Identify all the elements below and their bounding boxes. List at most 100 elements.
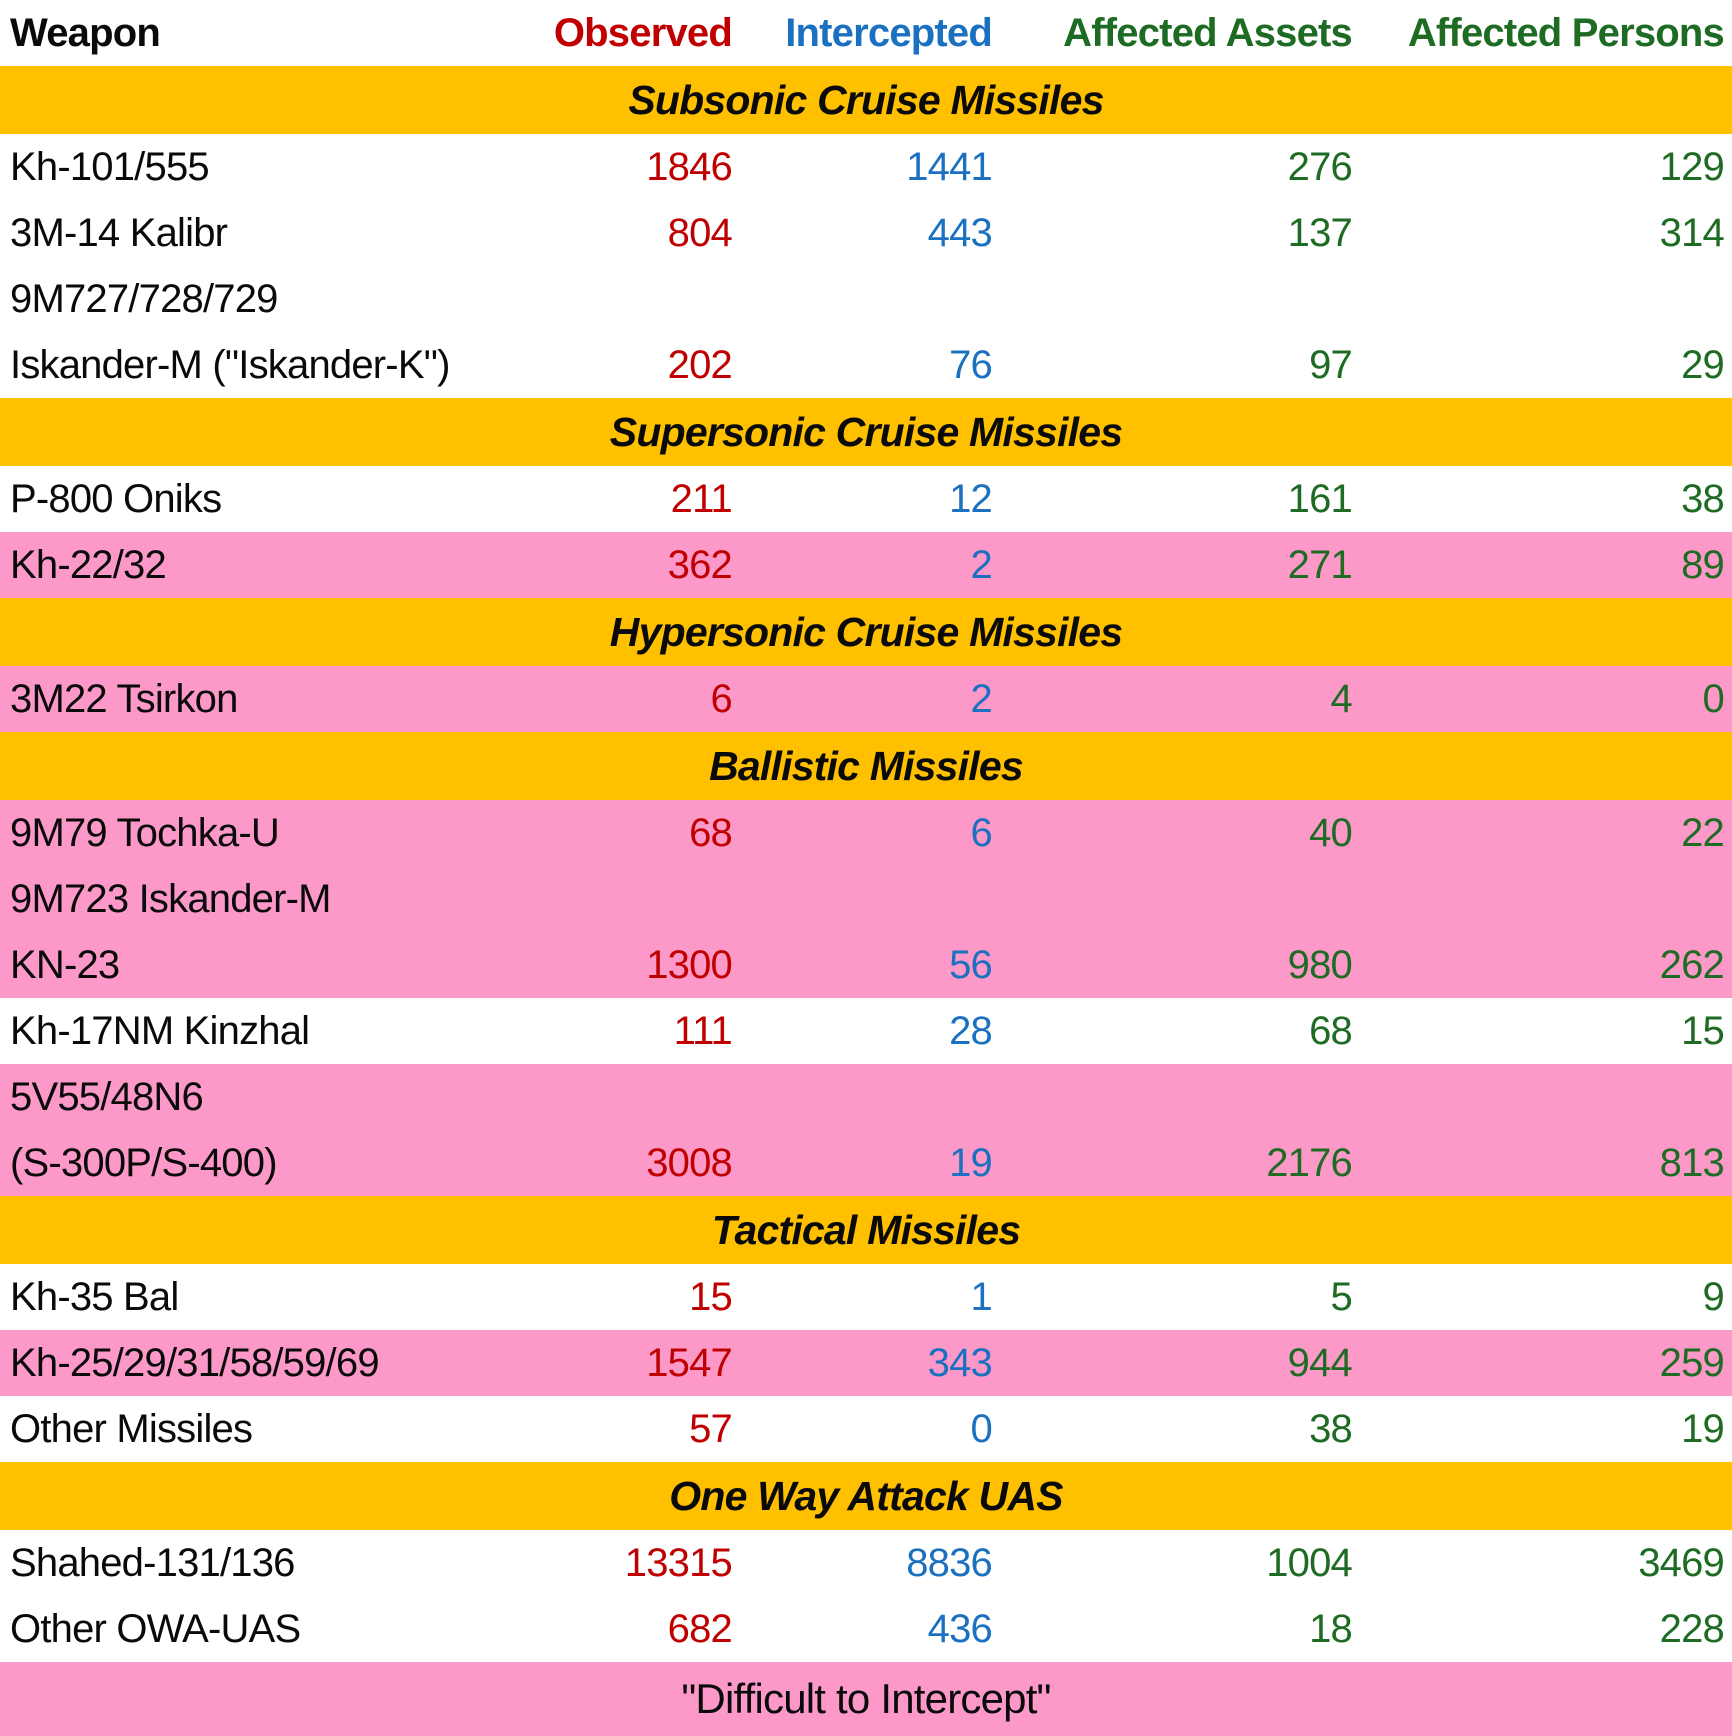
weapon-cell: Other OWA-UAS — [10, 1606, 301, 1651]
assets-cell: 5 — [1330, 1274, 1353, 1319]
weapon-cell: Kh-101/555 — [10, 144, 210, 189]
weapon-cell: 3M22 Tsirkon — [10, 676, 238, 721]
intercepted-cell: 436 — [927, 1606, 993, 1651]
weapon-cell: Other Missiles — [10, 1406, 253, 1451]
table-header-row: Weapon Observed Intercepted Affected Assets… — [0, 0, 1732, 66]
observed-cell — [500, 866, 740, 932]
assets-cell: 97 — [1309, 342, 1353, 387]
intercepted-cell: 28 — [949, 1008, 993, 1053]
table-row: (S-300P/S-400) 3008 19 2176 813 — [0, 1130, 1732, 1196]
table-row: Kh-101/555 1846 1441 276 129 — [0, 134, 1732, 200]
assets-cell: 1004 — [1266, 1540, 1353, 1585]
section-band: Subsonic Cruise Missiles — [0, 66, 1732, 134]
table-row: 3M-14 Kalibr 804 443 137 314 — [0, 200, 1732, 266]
table-row: KN-23 1300 56 980 262 — [0, 932, 1732, 998]
assets-cell — [1000, 866, 1360, 932]
weapon-cell: 3M-14 Kalibr — [10, 210, 228, 255]
observed-cell: 211 — [670, 476, 733, 521]
table-row: Kh-22/32 362 2 271 89 — [0, 532, 1732, 598]
table-row: P-800 Oniks 211 12 161 38 — [0, 466, 1732, 532]
persons-cell: 22 — [1681, 810, 1725, 855]
weapon-cell: (S-300P/S-400) — [10, 1140, 278, 1185]
table-row: 3M22 Tsirkon 6 2 4 0 — [0, 666, 1732, 732]
weapon-cell: 9M723 Iskander-M — [10, 876, 331, 921]
persons-cell: 38 — [1681, 476, 1725, 521]
assets-cell: 980 — [1287, 942, 1353, 987]
section-label: Supersonic Cruise Missiles — [609, 408, 1123, 455]
table-row: Other OWA-UAS 682 436 18 228 — [0, 1596, 1732, 1662]
persons-cell: 29 — [1681, 342, 1725, 387]
table-row: Shahed-131/136 13315 8836 1004 3469 — [0, 1530, 1732, 1596]
weapon-cell: 5V55/48N6 — [10, 1074, 204, 1119]
assets-cell: 2176 — [1266, 1140, 1353, 1185]
column-header-weapon: Weapon — [10, 10, 161, 55]
observed-cell: 1547 — [646, 1340, 733, 1385]
intercepted-cell: 343 — [927, 1340, 993, 1385]
intercepted-cell: 2 — [970, 676, 993, 721]
section-label: One Way Attack UAS — [669, 1472, 1063, 1519]
observed-cell: 1300 — [646, 942, 733, 987]
section-band: Hypersonic Cruise Missiles — [0, 598, 1732, 666]
observed-cell: 57 — [689, 1406, 733, 1451]
weapon-cell: KN-23 — [10, 942, 120, 987]
persons-cell — [1360, 266, 1732, 332]
persons-cell: 3469 — [1638, 1540, 1725, 1585]
intercepted-cell: 0 — [970, 1406, 993, 1451]
observed-cell: 3008 — [646, 1140, 733, 1185]
section-label: Subsonic Cruise Missiles — [628, 76, 1104, 123]
section-label: Ballistic Missiles — [709, 742, 1024, 789]
assets-cell: 18 — [1309, 1606, 1353, 1651]
assets-cell — [1000, 266, 1360, 332]
persons-cell: 9 — [1702, 1274, 1725, 1319]
intercepted-cell: 1 — [970, 1274, 993, 1319]
table-row: Kh-35 Bal 15 1 5 9 — [0, 1264, 1732, 1330]
assets-cell: 161 — [1287, 476, 1353, 521]
observed-cell: 202 — [667, 342, 733, 387]
weapon-cell: P-800 Oniks — [10, 476, 222, 521]
persons-cell: 19 — [1681, 1406, 1725, 1451]
column-header-persons: Affected Persons — [1407, 10, 1725, 55]
legend-footer-band: "Difficult to Intercept" — [0, 1662, 1732, 1736]
section-band: Supersonic Cruise Missiles — [0, 398, 1732, 466]
assets-cell: 944 — [1287, 1340, 1353, 1385]
observed-cell: 111 — [673, 1008, 733, 1053]
persons-cell — [1360, 1064, 1732, 1130]
legend-footer-label: "Difficult to Intercept" — [681, 1675, 1051, 1722]
table-row: 9M79 Tochka-U 68 6 40 22 — [0, 800, 1732, 866]
assets-cell: 68 — [1309, 1008, 1353, 1053]
weapon-cell: Kh-22/32 — [10, 542, 167, 587]
intercepted-cell: 443 — [927, 210, 993, 255]
observed-cell: 682 — [667, 1606, 733, 1651]
intercepted-cell: 2 — [970, 542, 993, 587]
weapon-cell: Shahed-131/136 — [10, 1540, 295, 1585]
intercepted-cell — [740, 266, 1000, 332]
observed-cell: 362 — [667, 542, 733, 587]
weapon-cell: Iskander-M ("Iskander-K") — [10, 342, 450, 387]
observed-cell — [500, 1064, 740, 1130]
intercepted-cell: 56 — [949, 942, 993, 987]
section-band: One Way Attack UAS — [0, 1462, 1732, 1530]
assets-cell — [1000, 1064, 1360, 1130]
section-band: Ballistic Missiles — [0, 732, 1732, 800]
table-row: Other Missiles 57 0 38 19 — [0, 1396, 1732, 1462]
table-row: Kh-17NM Kinzhal 111 28 68 15 — [0, 998, 1732, 1064]
table-row: 5V55/48N6 — [0, 1064, 1732, 1130]
persons-cell: 259 — [1659, 1340, 1725, 1385]
column-header-assets: Affected Assets — [1063, 10, 1353, 55]
observed-cell: 6 — [710, 676, 733, 721]
weapon-cell: 9M79 Tochka-U — [10, 810, 280, 855]
intercepted-cell: 76 — [949, 342, 993, 387]
intercepted-cell: 1441 — [906, 144, 993, 189]
persons-cell — [1360, 866, 1732, 932]
table-row: 9M723 Iskander-M — [0, 866, 1732, 932]
assets-cell: 137 — [1287, 210, 1353, 255]
observed-cell — [500, 266, 740, 332]
table-row: 9M727/728/729 — [0, 266, 1732, 332]
persons-cell: 89 — [1681, 542, 1725, 587]
persons-cell: 314 — [1659, 210, 1725, 255]
observed-cell: 13315 — [624, 1540, 733, 1585]
persons-cell: 129 — [1659, 144, 1725, 189]
observed-cell: 15 — [689, 1274, 733, 1319]
persons-cell: 813 — [1659, 1140, 1725, 1185]
observed-cell: 68 — [689, 810, 733, 855]
